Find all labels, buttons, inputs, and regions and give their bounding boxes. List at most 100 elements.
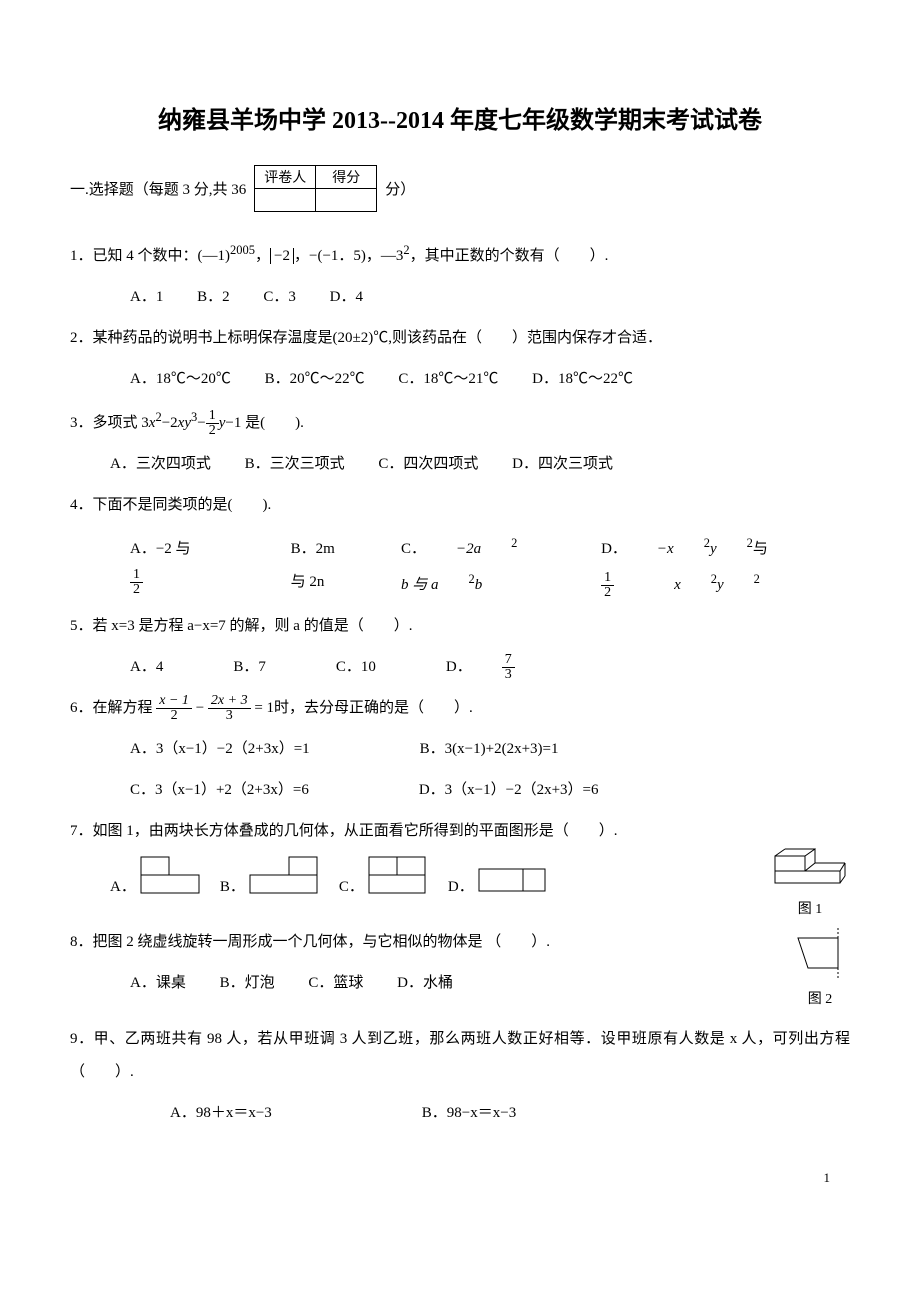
q6-d: D．3（x−1）−2（2x+3）=6 <box>419 774 599 807</box>
q8-fig-icon <box>790 926 850 981</box>
q9-b: B．98−x＝x−3 <box>422 1097 516 1130</box>
q4c4: b 与 a <box>401 569 439 602</box>
q5-b: B．7 <box>233 651 266 684</box>
q3-d: D．四次三项式 <box>512 456 613 472</box>
q4-b: B．2m 与 2n <box>291 533 341 599</box>
q2-a: A．18℃～20℃ <box>130 363 231 396</box>
q3-fd: 2 <box>206 424 219 438</box>
q7-d-icon <box>478 868 548 896</box>
q8-row: 8．把图 2 绕虚线旋转一周形成一个几何体，与它相似的物体是 （ ）. A．课桌… <box>70 926 850 1008</box>
q6-tail: = 1时，去分母正确的是（ ）. <box>251 700 473 716</box>
q3-fn: 1 <box>206 409 219 424</box>
q5-a: A．4 <box>130 651 163 684</box>
section-pre: 一.选择题（每题 3 分,共 36 <box>70 178 246 199</box>
q7-fig-label: 图 1 <box>770 898 850 918</box>
q7-a: A． <box>110 856 200 896</box>
q6f2d: 3 <box>208 709 251 723</box>
q7-row-wrap: A． B． C． D． <box>70 856 850 926</box>
q3-m1: −2 <box>162 415 178 431</box>
q4-options: A．−2 与12 B．2m 与 2n C．−2a2b 与 a2b D．−x2y2… <box>70 530 850 602</box>
q2-options: A．18℃～20℃ B．20℃～22℃ C．18℃～21℃ D．18℃～22℃ <box>70 363 850 396</box>
section-header: 一.选择题（每题 3 分,共 36 评卷人 得分 分） <box>70 165 850 212</box>
q4d8: y <box>717 569 724 602</box>
q7-c-label: C． <box>339 875 364 896</box>
q4c3: 2 <box>511 536 517 550</box>
q7-fig-icon <box>770 841 850 891</box>
q4-d: D．−x2y2 与 12x2y2 <box>601 530 820 602</box>
q1-c: C．3 <box>263 281 296 314</box>
q1-d: D．4 <box>330 281 363 314</box>
q9: 9．甲、乙两班共有 98 人，若从甲班调 3 人到乙班，那么两班人数正好相等．设… <box>70 1023 850 1089</box>
q6-minus: − <box>192 700 208 716</box>
q7-b: B． <box>220 856 319 896</box>
q5dn: 7 <box>502 653 515 668</box>
score-table: 评卷人 得分 <box>254 165 377 212</box>
q7-options: A． B． C． D． <box>70 856 850 896</box>
exam-page: 纳雍县羊场中学 2013--2014 年度七年级数学期末考试试卷 一.选择题（每… <box>0 0 920 1302</box>
q3-tail: −1 是( ). <box>225 415 303 431</box>
score-label: 得分 <box>316 166 377 189</box>
q7-a-icon <box>140 856 200 896</box>
q8-d: D．水桶 <box>397 967 453 1000</box>
q6-f2: 2x + 33 <box>208 694 251 723</box>
q4-a-frac: 12 <box>130 568 173 597</box>
q5dd: 3 <box>502 668 515 682</box>
q9-a: A．98＋x＝x−3 <box>170 1097 272 1130</box>
q7: 7．如图 1，由两块长方体叠成的几何体，从正面看它所得到的平面图形是（ ）. <box>70 815 850 848</box>
q1-text-d: ，其中正数的个数有（ ）. <box>410 248 609 264</box>
q4-a: A．−2 与12 <box>130 533 231 599</box>
q4c1: C． <box>401 533 426 566</box>
q6-pre: 6．在解方程 <box>70 700 156 716</box>
q1-options: A．1 B．2 C．3 D．4 <box>70 281 850 314</box>
q4d9: 2 <box>754 572 760 586</box>
q4d-frac: 12 <box>601 571 644 600</box>
q2-b: B．20℃～22℃ <box>265 363 365 396</box>
q4d3: y <box>710 533 717 566</box>
q2-c: C．18℃～21℃ <box>398 363 498 396</box>
q4-a-d: 2 <box>130 583 143 597</box>
scorer-label: 评卷人 <box>255 166 316 189</box>
q3-b: B．三次三项式 <box>245 456 345 472</box>
score-blank <box>316 189 377 212</box>
q4: 4．下面不是同类项的是( ). <box>70 489 850 522</box>
q5-d-frac: 73 <box>502 653 545 682</box>
q1-b: B．2 <box>197 281 230 314</box>
q4-a-n: 1 <box>130 568 143 583</box>
q3-options: A．三次四项式 B．三次三项式 C．四次四项式 D．四次三项式 <box>70 448 850 481</box>
q7-c-icon <box>368 856 428 896</box>
q3-xy: xy <box>178 415 191 431</box>
q2: 2．某种药品的说明书上标明保存温度是(20±2)℃,则该药品在（ ）范围内保存才… <box>70 322 850 355</box>
q4d6: x <box>674 569 681 602</box>
q5-options: A．4 B．7 C．10 D．73 <box>70 651 850 684</box>
q6-options-row1: A．3（x−1）−2（2+3x）=1 B．3(x−1)+2(2x+3)=1 <box>70 733 850 766</box>
q4-a-pre: A．−2 与 <box>130 533 191 566</box>
q7-fig: 图 1 <box>770 841 850 918</box>
spacer <box>70 1008 850 1023</box>
q1-sup: 2005 <box>230 243 255 257</box>
q5: 5．若 x=3 是方程 a−x=7 的解，则 a 的值是（ ）. <box>70 610 850 643</box>
q6-a: A．3（x−1）−2（2+3x）=1 <box>130 733 310 766</box>
q6-f1: x − 12 <box>156 694 192 723</box>
q9-options: A．98＋x＝x−3 B．98−x＝x−3 <box>70 1097 850 1130</box>
q6f1n: x − 1 <box>156 694 192 709</box>
q1: 1．已知 4 个数中：(—1)2005，−2，−(−1．5)，—32，其中正数的… <box>70 237 850 273</box>
q8-fig-label: 图 2 <box>790 988 850 1008</box>
q8-fig: 图 2 <box>790 926 850 1008</box>
page-number: 1 <box>70 1170 850 1186</box>
q1-abs: −2 <box>270 248 294 264</box>
scorer-blank <box>255 189 316 212</box>
q4d1: −x <box>657 533 674 566</box>
q3-pre: 3．多项式 3 <box>70 415 149 431</box>
q5-d: D．73 <box>446 651 575 684</box>
page-title: 纳雍县羊场中学 2013--2014 年度七年级数学期末考试试卷 <box>70 100 850 135</box>
q3-frac: 12 <box>206 409 219 438</box>
q3-m2: − <box>197 415 205 431</box>
q8-b: B．灯泡 <box>220 967 275 1000</box>
q4c6: b <box>475 569 483 602</box>
q4dd: 2 <box>601 586 614 600</box>
q3-a: A．三次四项式 <box>110 456 211 472</box>
q6: 6．在解方程 x − 12 − 2x + 33 = 1时，去分母正确的是（ ）. <box>70 692 850 725</box>
q7-d-label: D． <box>448 875 474 896</box>
q4-c: C．−2a2b 与 a2b <box>401 530 541 602</box>
q7-b-label: B． <box>220 875 245 896</box>
